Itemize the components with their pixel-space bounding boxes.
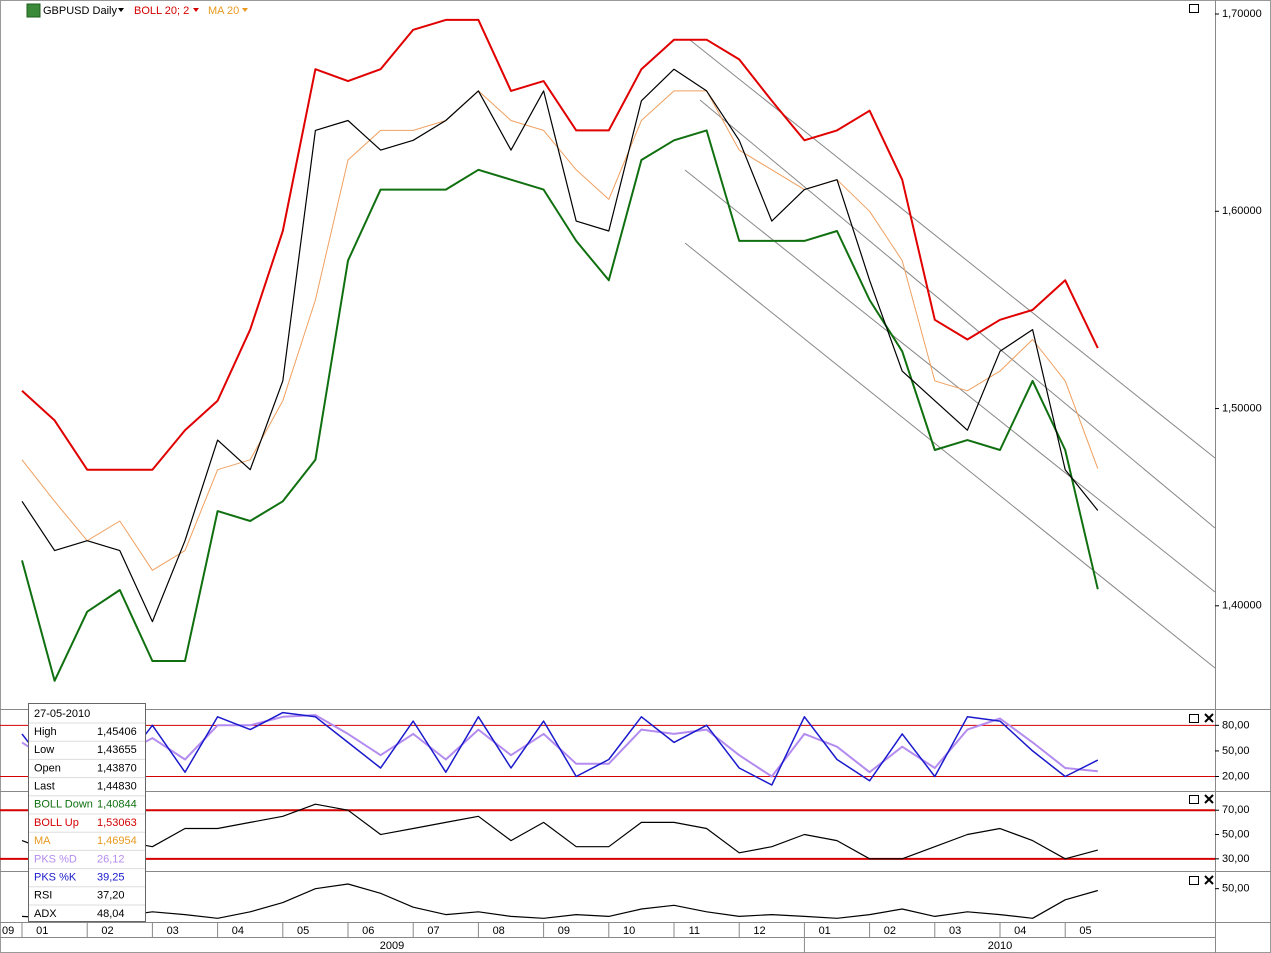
series-line (21, 711, 1099, 786)
info-value: 1,43655 (97, 744, 137, 756)
x-tick-label: 12 (753, 925, 765, 937)
info-label: BOLL Down (34, 799, 93, 811)
info-value: 1,45406 (97, 726, 137, 738)
x-axis-prefix: 09 (2, 925, 14, 937)
info-label: PKS %D (34, 853, 77, 865)
x-tick-label: 08 (493, 925, 505, 937)
y-tick-label: 1,60000 (1222, 205, 1262, 217)
y-tick-label: 1,70000 (1222, 8, 1262, 20)
dropdown-arrow[interactable] (118, 8, 124, 12)
x-tick-label: 01 (36, 925, 48, 937)
y-tick-label: 70,00 (1222, 804, 1250, 816)
y-tick-label: 1,40000 (1222, 600, 1262, 612)
y-tick-label: 50,00 (1222, 745, 1250, 757)
info-value: 48,04 (97, 908, 125, 920)
info-panel: 27-05-2010 High 1,45406 Low 1,43655 Open 1,438… (28, 703, 146, 922)
x-tick-label: 04 (232, 925, 244, 937)
maximize-button[interactable] (1189, 795, 1199, 804)
series-line (21, 129, 1099, 682)
x-tick-label: 09 (558, 925, 570, 937)
info-label: RSI (34, 890, 52, 902)
x-tick-label: 02 (101, 925, 113, 937)
info-label: MA (34, 835, 51, 847)
series-line (21, 90, 1099, 571)
series-layer: 1,70000 1,60000 1,50000 1,40000 80,00 50,00 20… (0, 8, 1262, 953)
panel-buttons (1189, 713, 1214, 885)
info-label: BOLL Up (34, 817, 79, 829)
info-value: 1,40844 (97, 799, 137, 811)
info-value: 1,44830 (97, 781, 137, 793)
x-tick-label: 07 (427, 925, 439, 937)
info-value: 26,12 (97, 853, 125, 865)
info-label: PKS %K (34, 872, 77, 884)
x-tick-label: 01 (819, 925, 831, 937)
series-line (21, 68, 1099, 623)
info-value: 1,46954 (97, 835, 137, 847)
y-tick-label: 50,00 (1222, 883, 1250, 895)
x-tick-label: 03 (167, 925, 179, 937)
year-label: 2009 (380, 940, 404, 952)
year-label: 2010 (988, 940, 1012, 952)
x-tick-label: 05 (297, 925, 309, 937)
x-tick-label: 06 (362, 925, 374, 937)
maximize-button[interactable] (1189, 714, 1199, 723)
info-date: 27-05-2010 (34, 708, 90, 720)
y-tick-label: 30,00 (1222, 853, 1250, 865)
info-value: 37,20 (97, 890, 125, 902)
x-tick-label: 10 (623, 925, 635, 937)
y-tick-label: 50,00 (1222, 828, 1250, 840)
series-line (21, 803, 1098, 860)
dropdown-arrow[interactable] (242, 8, 248, 12)
x-tick-label: 05 (1079, 925, 1091, 937)
info-label: Low (34, 744, 54, 756)
close-button[interactable] (1204, 794, 1214, 804)
maximize-button[interactable] (1189, 876, 1199, 885)
info-label: High (34, 726, 57, 738)
close-button[interactable] (1204, 875, 1214, 885)
indicator-label[interactable]: BOLL 20; 2 (134, 5, 189, 17)
symbol-icon[interactable] (26, 3, 41, 18)
x-tick-label: 11 (689, 925, 700, 937)
x-tick-label: 03 (949, 925, 961, 937)
info-box (28, 703, 146, 922)
y-tick-label: 80,00 (1222, 719, 1250, 731)
y-tick-label: 20,00 (1222, 770, 1250, 782)
x-tick-label: 02 (884, 925, 896, 937)
x-tick-label: 04 (1014, 925, 1026, 937)
symbol-label[interactable]: GBPUSD Daily (43, 5, 117, 17)
y-tick-label: 1,50000 (1222, 402, 1262, 414)
dropdown-arrow[interactable] (193, 8, 199, 12)
info-label: Open (34, 762, 61, 774)
info-value: 1,53063 (97, 817, 137, 829)
maximize-button[interactable] (1189, 4, 1199, 13)
series-line (21, 18, 1099, 471)
info-label: Last (34, 781, 55, 793)
indicator-label[interactable]: MA 20 (208, 5, 239, 17)
info-value: 1,43870 (97, 762, 137, 774)
info-label: ADX (34, 908, 57, 920)
series-line (21, 883, 1098, 919)
close-button[interactable] (1204, 713, 1214, 723)
info-value: 39,25 (97, 872, 125, 884)
